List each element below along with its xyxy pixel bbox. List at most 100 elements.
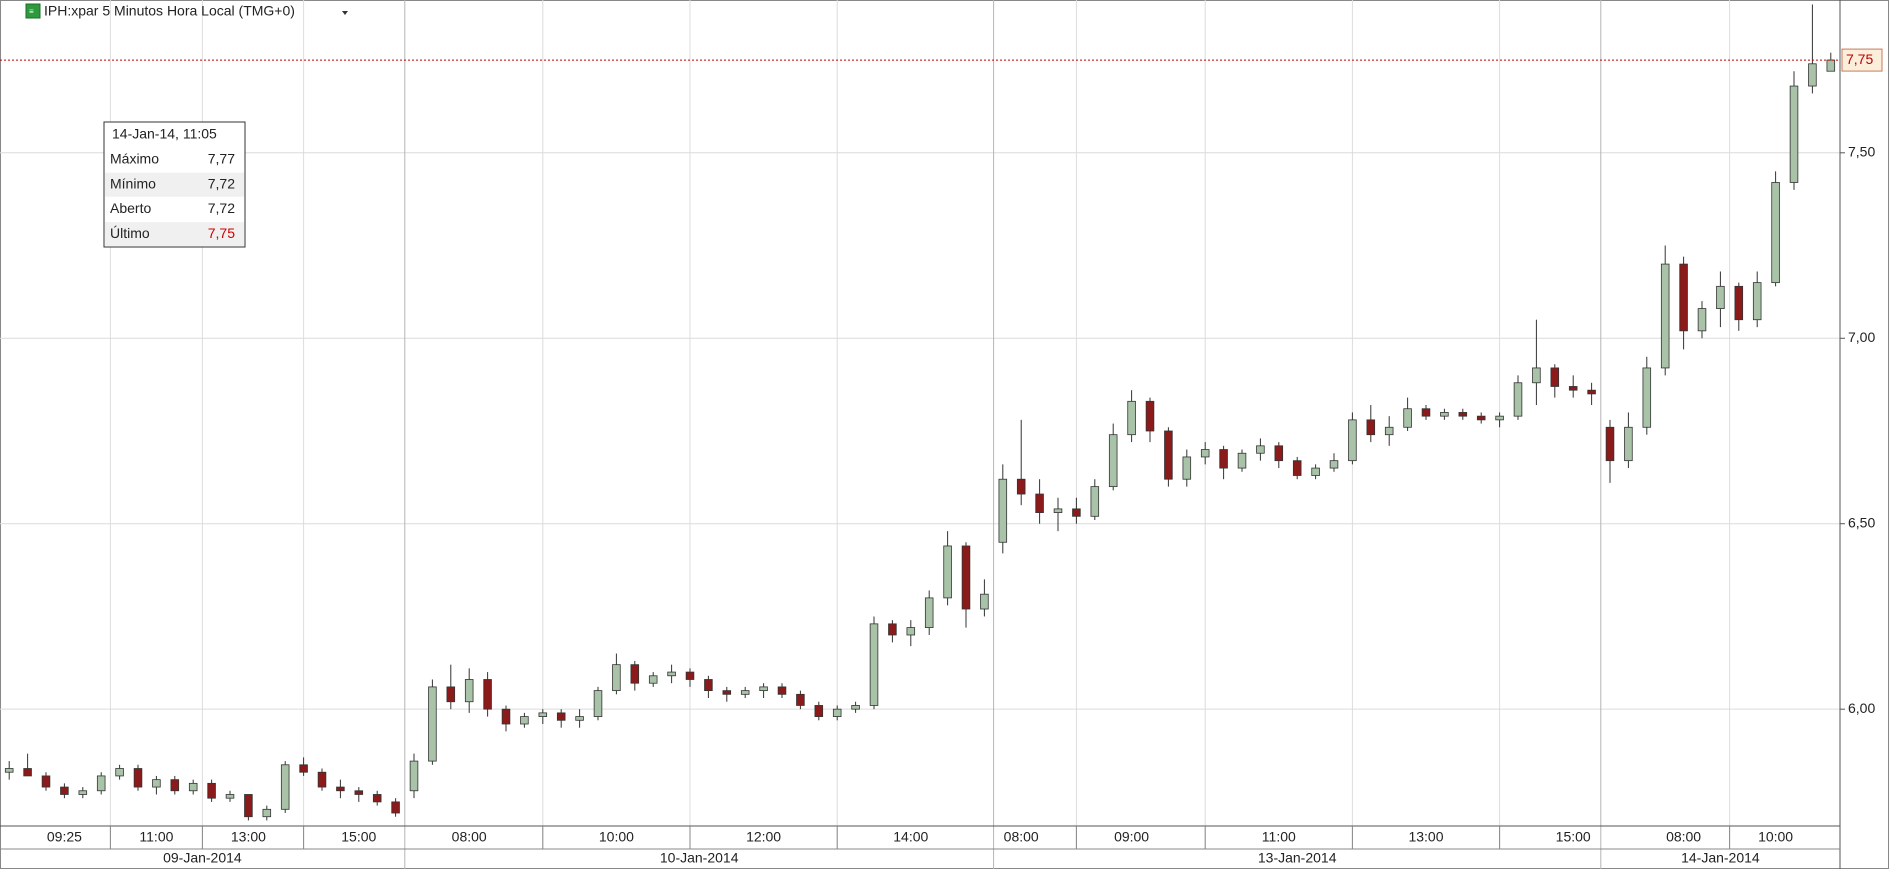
candle-body: [1697, 308, 1707, 332]
candle-body: [1605, 426, 1615, 462]
candle-body: [299, 764, 308, 773]
x-tick-label: 14:00: [893, 829, 928, 845]
candle-body: [225, 794, 235, 799]
candle-body: [446, 686, 456, 703]
candle-body: [685, 671, 695, 680]
candle-body: [869, 623, 879, 706]
tooltip-label: Aberto: [110, 200, 151, 216]
candle-body: [851, 705, 860, 710]
last-price-box: [1841, 48, 1883, 72]
x-tick-label: 08:00: [452, 829, 487, 845]
candle-body: [1329, 460, 1339, 469]
candle-body: [41, 775, 51, 788]
candle-body: [943, 545, 952, 599]
date-label: 13-Jan-2014: [1258, 850, 1337, 866]
candle-body: [759, 686, 768, 692]
candle-body: [1292, 460, 1302, 476]
candle-body: [4, 768, 14, 773]
candle-body: [814, 705, 824, 717]
candle-body: [980, 593, 989, 610]
candle-body: [538, 712, 548, 717]
candle-body: [1403, 408, 1412, 428]
x-tick-label: 09:25: [47, 829, 82, 845]
candle-body: [575, 716, 584, 721]
candle-body: [1568, 386, 1578, 391]
candle-body: [1421, 408, 1431, 417]
candle-body: [1164, 430, 1173, 480]
candle-body: [152, 779, 161, 788]
candle-body: [23, 768, 32, 777]
tooltip-value: 7,72: [208, 200, 235, 216]
date-label: 10-Jan-2014: [660, 850, 739, 866]
x-tick-label: 10:00: [599, 829, 634, 845]
x-tick-label: 13:00: [1408, 829, 1443, 845]
candle-body: [1035, 493, 1044, 513]
tooltip-row-bg: [105, 222, 244, 247]
candle-body: [464, 679, 474, 703]
candle-body: [740, 690, 750, 695]
date-label: 14-Jan-2014: [1681, 850, 1760, 866]
candle-body: [207, 782, 216, 799]
candle-body: [1274, 445, 1284, 462]
candle-body: [1090, 486, 1100, 517]
candle-body: [1495, 415, 1504, 421]
candle-body: [409, 760, 419, 792]
tooltip-title: 14-Jan-14, 11:05: [112, 126, 217, 142]
candle-body: [1532, 367, 1541, 384]
y-tick-label: 7,50: [1848, 144, 1875, 160]
chart-header: ≡ IPH:xpar 5 Minutos Hora Local (TMG+0): [25, 3, 348, 19]
candle-body: [1348, 419, 1357, 462]
candle-body: [1200, 449, 1210, 458]
candle-body: [1016, 478, 1026, 495]
x-tick-label: 11:00: [1262, 829, 1296, 845]
candle-body: [777, 686, 787, 695]
candle-body: [354, 790, 364, 795]
last-price-label: 7,75: [1846, 51, 1873, 67]
candle-body: [520, 716, 529, 725]
candle-body: [1237, 452, 1247, 469]
candle-body: [428, 686, 437, 762]
candle-body: [1182, 456, 1192, 480]
candle-body: [336, 786, 345, 792]
candle-body: [1771, 182, 1780, 284]
candle-body: [1384, 426, 1394, 436]
candle-body: [1311, 467, 1320, 476]
tooltip-value: 7,72: [208, 175, 235, 191]
candle-body: [372, 794, 382, 803]
x-tick-label: 11:00: [139, 829, 173, 845]
x-tick-label: 15:00: [1556, 829, 1591, 845]
tooltip: 14-Jan-14, 11:05 Máximo 7,77 Mínimo 7,72 Aber…: [103, 121, 246, 248]
y-tick-label: 6,00: [1848, 700, 1875, 716]
candle-body: [961, 545, 971, 610]
y-tick-label: 6,50: [1848, 514, 1875, 530]
x-tick-label: 15:00: [341, 829, 376, 845]
candle-body: [1458, 412, 1468, 417]
tooltip-label: Máximo: [110, 151, 159, 167]
x-tick-label: 10:00: [1758, 829, 1793, 845]
candle-body: [1550, 367, 1560, 387]
candle-body: [170, 779, 180, 792]
tooltip-row-bg: [105, 172, 244, 197]
tooltip-label: Último: [110, 225, 150, 241]
candle-body: [391, 801, 400, 814]
candle-body: [96, 775, 106, 792]
chart-title: IPH:xpar 5 Minutos Hora Local (TMG+0): [44, 3, 295, 19]
candle-body: [1642, 367, 1652, 428]
candle-body: [501, 708, 511, 725]
instrument-icon-glyph: ≡: [29, 7, 34, 16]
dropdown-caret[interactable]: [342, 11, 348, 15]
tooltip-value: 7,75: [208, 225, 235, 241]
candle-body: [906, 627, 916, 636]
candle-body: [1624, 426, 1633, 462]
candle-body: [998, 478, 1008, 543]
x-tick-label: 08:00: [1004, 829, 1039, 845]
instrument-icon: [25, 3, 41, 19]
x-tick-label: 09:00: [1114, 829, 1149, 845]
candle-body: [924, 597, 934, 628]
candle-body: [832, 708, 842, 717]
tooltip-label: Mínimo: [110, 175, 156, 191]
candle-body: [1108, 434, 1118, 488]
